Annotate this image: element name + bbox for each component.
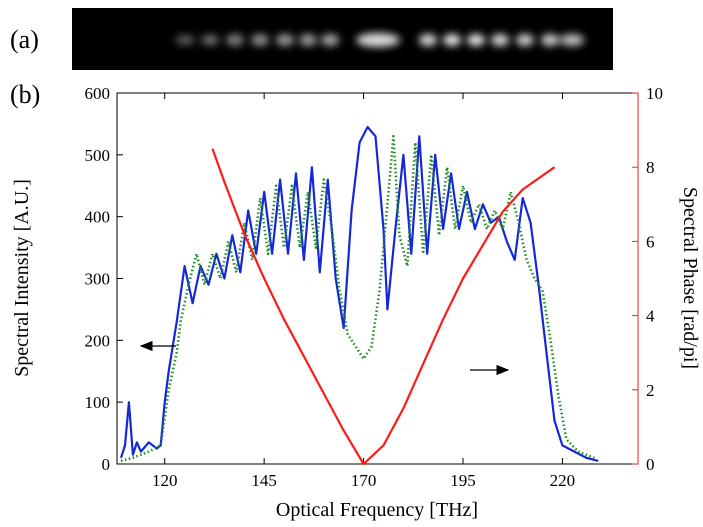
y2-tick-label: 10 [646, 84, 663, 103]
y-tick-label: 300 [85, 270, 111, 289]
spectrum-image [72, 8, 613, 70]
x-tick-label: 170 [351, 471, 377, 490]
y-axis-label: Spectral Intensity [A.U.] [11, 179, 33, 377]
y-tick-label: 400 [85, 208, 111, 227]
x-tick-label: 120 [152, 471, 178, 490]
x-axis-label: Optical Frequency [THz] [276, 499, 478, 521]
y2-tick-label: 6 [646, 232, 655, 251]
y-tick-label: 0 [102, 455, 111, 474]
series-line [120, 135, 595, 463]
x-tick-label: 220 [550, 471, 576, 490]
y2-tick-label: 0 [646, 455, 655, 474]
x-tick-label: 195 [450, 471, 476, 490]
y-tick-label: 100 [85, 393, 111, 412]
series-line [119, 125, 599, 462]
y2-tick-label: 2 [646, 381, 655, 400]
y2-axis-label: Spectral Phase [rad/pi] [679, 187, 701, 369]
y-tick-label: 200 [85, 331, 111, 350]
panel-label: (a) [10, 25, 39, 54]
series-line [211, 148, 556, 466]
y2-tick-label: 8 [646, 158, 655, 177]
x-tick-label: 145 [251, 471, 277, 490]
y2-tick-label: 4 [646, 307, 655, 326]
y-tick-label: 600 [85, 84, 111, 103]
plot-area: 120 145 170 195 220 0 100 200 300 400 500 600 0 2 4 6 8 1… [85, 84, 664, 490]
panel-label: (b) [10, 80, 40, 109]
y-tick-label: 500 [85, 146, 111, 165]
